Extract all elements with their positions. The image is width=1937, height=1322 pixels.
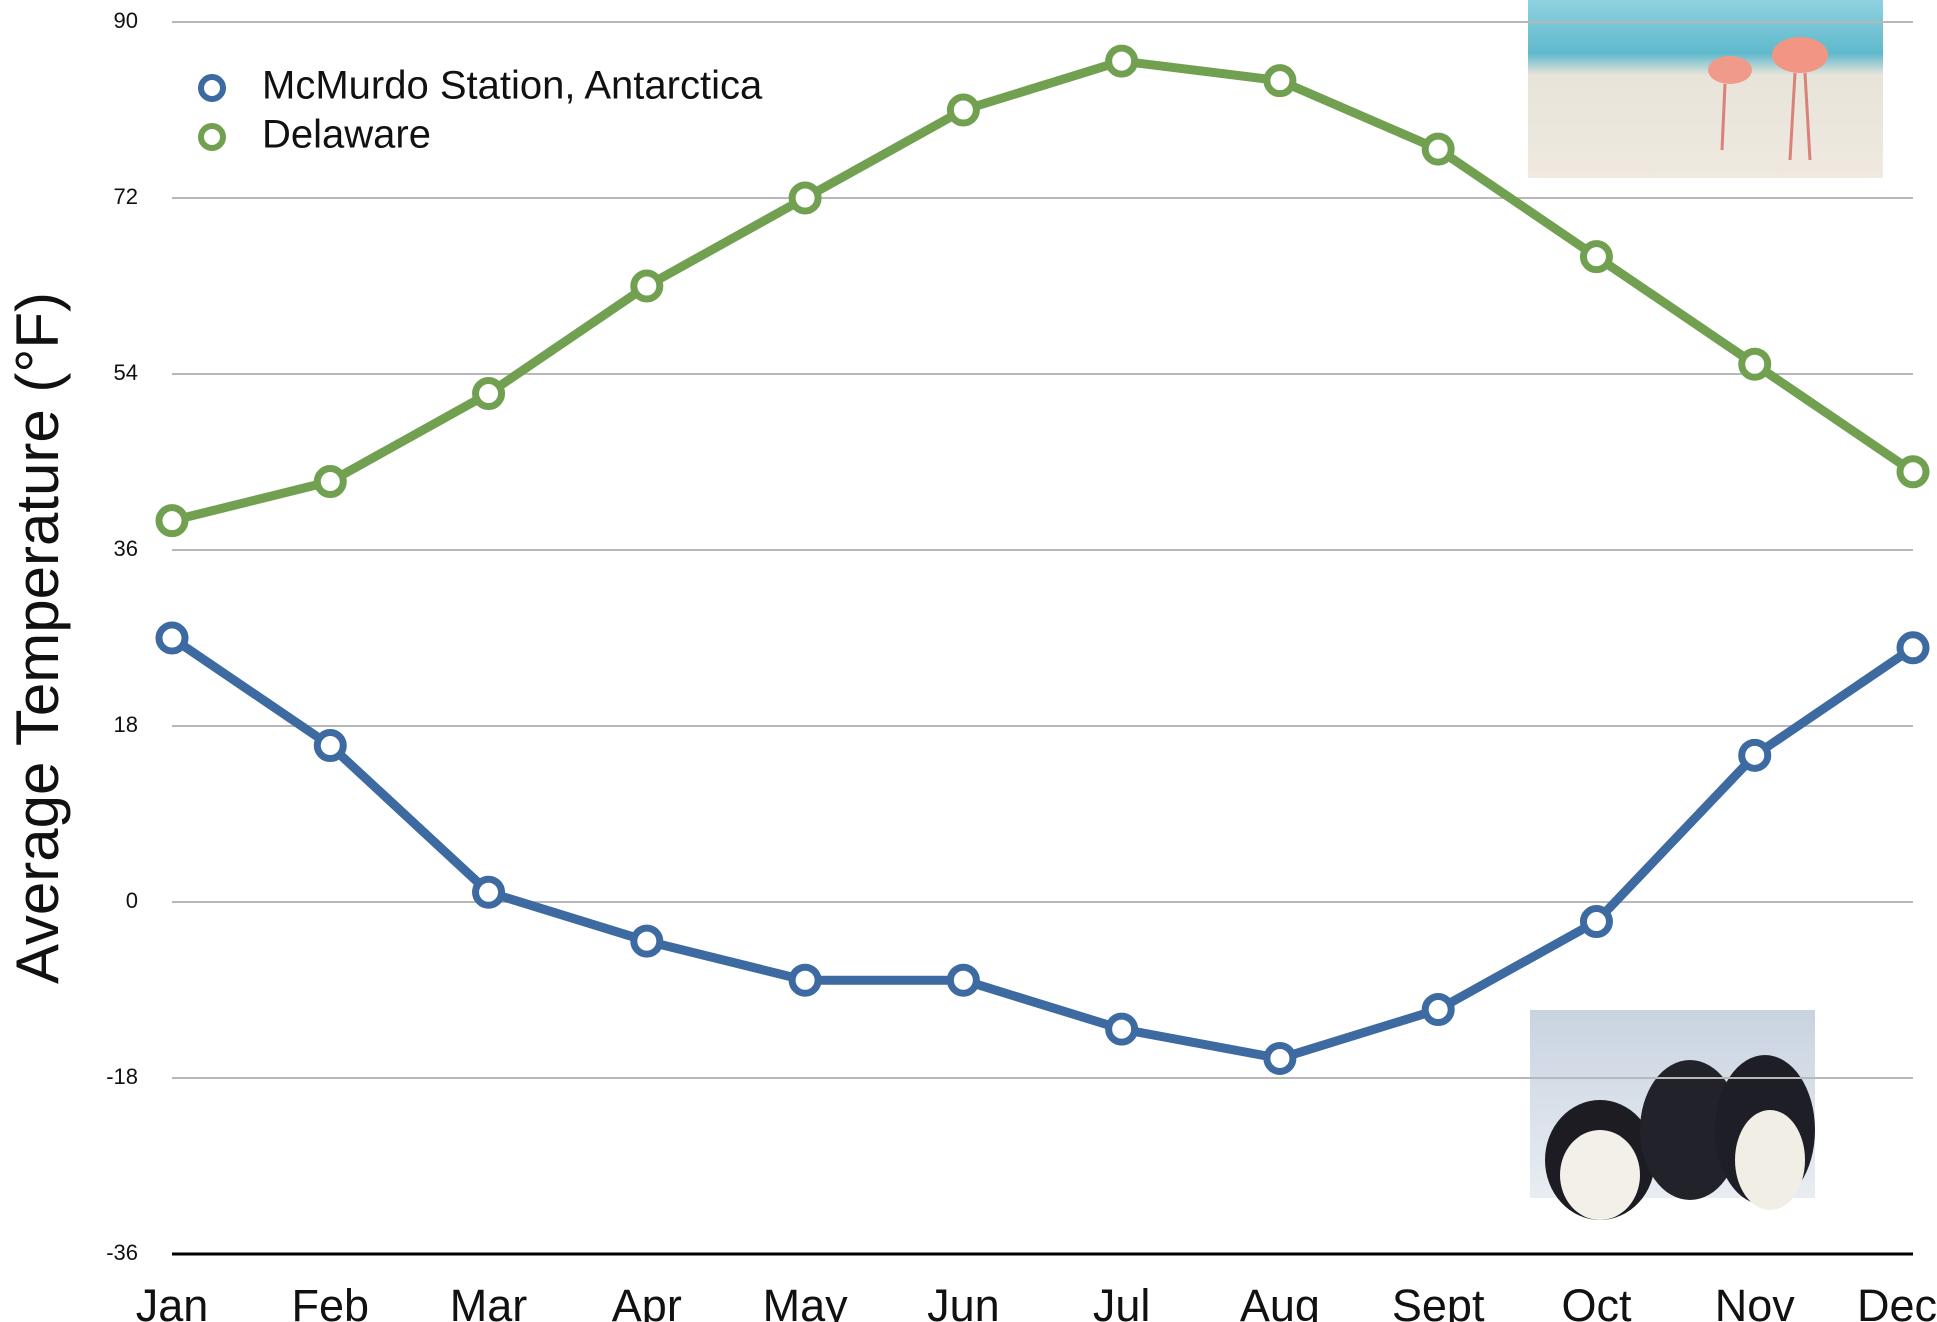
data-point <box>1425 136 1451 162</box>
y-tick-label: 18 <box>114 712 138 737</box>
y-tick-label: -36 <box>106 1240 138 1265</box>
data-point <box>1900 635 1926 661</box>
y-tick-label: -18 <box>106 1064 138 1089</box>
data-point <box>792 967 818 993</box>
data-point <box>634 928 660 954</box>
data-point <box>476 381 502 407</box>
data-point <box>1583 909 1609 935</box>
data-point <box>317 733 343 759</box>
data-point <box>634 273 660 299</box>
data-point <box>1267 68 1293 94</box>
legend-label: McMurdo Station, Antarctica <box>262 64 763 108</box>
x-tick-label: Jan <box>136 1280 209 1322</box>
data-point <box>1583 244 1609 270</box>
data-point <box>159 625 185 651</box>
y-tick-label: 36 <box>114 536 138 561</box>
chart: Average Temperature (°F) -36 -18 0 18 36 54 72… <box>0 0 1937 1322</box>
y-tick-label: 90 <box>114 8 138 33</box>
series-line <box>172 638 1913 1058</box>
legend-marker <box>201 77 223 99</box>
flamingo-photo <box>1528 0 1883 178</box>
x-tick-label: Jun <box>927 1280 1000 1322</box>
data-point <box>950 967 976 993</box>
y-axis-label: Average Temperature (°F) <box>4 292 71 984</box>
legend-marker <box>201 126 223 148</box>
data-point <box>476 879 502 905</box>
x-tick-label: Oct <box>1561 1280 1632 1322</box>
y-tick-label: 72 <box>114 184 138 209</box>
x-tick-label: Feb <box>291 1280 369 1322</box>
x-tick-label: Apr <box>612 1280 682 1322</box>
y-tick-label: 54 <box>114 360 138 385</box>
x-tick-label: Aug <box>1240 1280 1320 1322</box>
x-tick-label: Sept <box>1392 1280 1485 1322</box>
x-tick-label: Mar <box>450 1280 528 1322</box>
data-point <box>950 97 976 123</box>
x-tick-label: Dec <box>1857 1280 1937 1322</box>
data-point <box>159 508 185 534</box>
penguin-photo <box>1530 1010 1815 1220</box>
data-point <box>1900 459 1926 485</box>
x-tick-label: Nov <box>1715 1280 1796 1322</box>
x-tick-label: May <box>763 1280 849 1322</box>
data-point <box>1742 351 1768 377</box>
data-point <box>1267 1045 1293 1071</box>
data-point <box>1109 1016 1135 1042</box>
data-point <box>792 185 818 211</box>
legend-label: Delaware <box>262 113 431 157</box>
data-point <box>317 469 343 495</box>
data-point <box>1109 48 1135 74</box>
y-tick-label: 0 <box>126 888 138 913</box>
data-point <box>1425 997 1451 1023</box>
x-tick-label: Jul <box>1093 1280 1151 1322</box>
data-point <box>1742 742 1768 768</box>
page: {"chart_data": {"type": "line", "y_label… <box>0 0 1937 1322</box>
